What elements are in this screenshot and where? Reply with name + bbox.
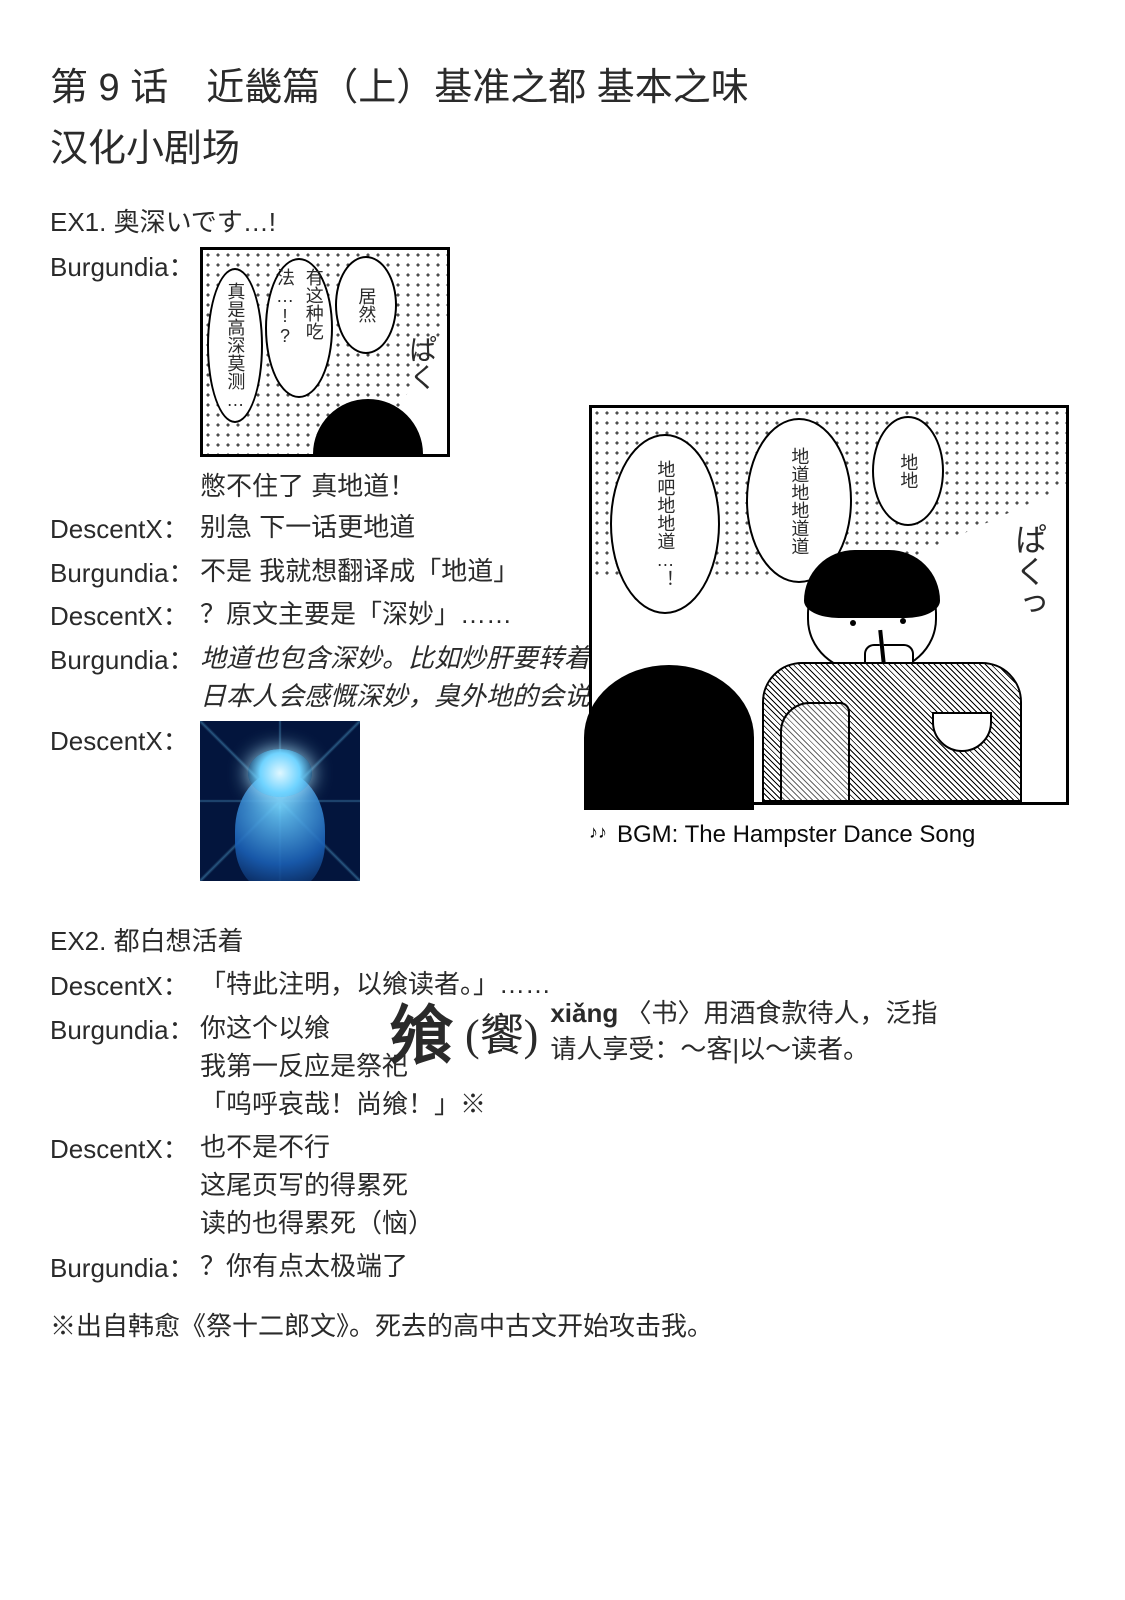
dict-char: 飨 — [389, 985, 453, 1077]
dialogue-text: 也不是不行 这尾页写的得累死 读的也得累死（恼） — [200, 1129, 434, 1242]
speaker-label: DescentX： — [50, 509, 200, 546]
speaker-label: Burgundia： — [50, 1010, 200, 1047]
bubble-text: 地道地地道道 — [785, 447, 814, 555]
character-hair — [804, 550, 940, 618]
bgm-prefix: BGM: — [617, 821, 685, 848]
ex2-row-3: DescentX： 也不是不行 这尾页写的得累死 读的也得累死（恼） — [50, 1129, 1075, 1242]
speech-bubble: 真是高深莫测… — [207, 268, 263, 423]
dialogue-text: ？原文主要是「深妙」…… — [200, 596, 512, 634]
speech-bubble: 有这种吃法…!? — [265, 258, 333, 398]
right-panel-container: 地地 地道地地道道 地吧地地道…！ ぱくっ ♪♪ BGM: The Hampst… — [589, 405, 1069, 851]
speaker-label: DescentX： — [50, 1129, 200, 1166]
ex1-heading: EX1. 奥深いです…! — [50, 202, 1075, 239]
line-c: 「呜呼哀哉！尚飨！」※ — [200, 1086, 486, 1124]
manga-panel-1: 居然 有这种吃法…!? 真是高深莫测… ぱく — [200, 247, 450, 457]
sfx-text: ぱくっ — [1006, 523, 1052, 619]
ex2-row-4: Burgundia： ？你有点太极端了 — [50, 1248, 1075, 1286]
footnote: ※出自韩愈《祭十二郎文》。死去的高中古文开始攻击我。 — [50, 1306, 1075, 1343]
bubble-text: 有这种吃法…!? — [270, 268, 328, 388]
dict-paren: (饗) — [465, 999, 538, 1063]
dialogue-text: ？你有点太极端了 — [200, 1248, 408, 1286]
line-c: 读的也得累死（恼） — [200, 1205, 434, 1243]
speaker-label: Burgundia： — [50, 247, 200, 284]
music-note-icon: ♪♪ — [589, 820, 613, 851]
arm-shading — [780, 702, 850, 802]
eye — [850, 620, 856, 626]
title-line-1: 第 9 话 近畿篇（上）基准之都 基本之味 — [50, 60, 1075, 117]
speech-bubble: 地地 — [872, 416, 944, 526]
manga-panel-2: 地地 地道地地道道 地吧地地道…！ ぱくっ — [589, 405, 1069, 805]
sfx-text: ぱく — [401, 335, 441, 391]
dict-pinyin: xiǎng — [550, 998, 618, 1028]
dict-definition: xiǎng 〈书〉用酒食款待人，泛指 请人享受：～客|以～读者。 — [550, 995, 937, 1068]
dialogue-text: 不是 我就想翻译成「地道」 — [200, 553, 519, 591]
dictionary-entry: 飨 (饗) xiǎng 〈书〉用酒食款待人，泛指 请人享受：～客|以～读者。 — [389, 985, 1069, 1077]
dialogue-text: 别急 下一话更地道 — [200, 509, 415, 547]
panel-caption: 憋不住了 真地道！ — [200, 466, 450, 503]
speaker-label: DescentX： — [50, 966, 200, 1003]
ex2-heading: EX2. 都白想活着 — [50, 921, 1075, 958]
panel-and-caption: 居然 有这种吃法…!? 真是高深莫测… ぱく 憋不住了 真地道！ — [200, 247, 450, 503]
line-a: 也不是不行 — [200, 1129, 434, 1167]
speaker-label: Burgundia： — [50, 1248, 200, 1285]
eye — [900, 618, 906, 624]
line-b: 这尾页写的得累死 — [200, 1167, 434, 1205]
title-line-2: 汉化小剧场 — [50, 121, 1075, 178]
speaker-label: Burgundia： — [50, 553, 200, 590]
speaker-label: Burgundia： — [50, 640, 200, 677]
brain-meme-image — [200, 721, 360, 881]
speaker-label: DescentX： — [50, 721, 200, 758]
speech-bubble: 地吧地地道…！ — [610, 434, 720, 614]
bgm-line: ♪♪ BGM: The Hampster Dance Song — [589, 820, 1069, 851]
character-hair-2 — [584, 665, 754, 810]
svg-text:♪♪: ♪♪ — [589, 822, 607, 842]
speech-bubble: 居然 — [335, 256, 397, 354]
bubble-text: 居然 — [352, 287, 381, 323]
title-block: 第 9 话 近畿篇（上）基准之都 基本之味 汉化小剧场 — [50, 60, 1075, 178]
speaker-label: DescentX： — [50, 596, 200, 633]
bubble-text: 地吧地地道…！ — [651, 460, 680, 588]
bubble-text: 地地 — [894, 453, 923, 489]
bgm-title: The Hampster Dance Song — [685, 821, 976, 848]
bubble-text: 真是高深莫测… — [221, 282, 250, 410]
